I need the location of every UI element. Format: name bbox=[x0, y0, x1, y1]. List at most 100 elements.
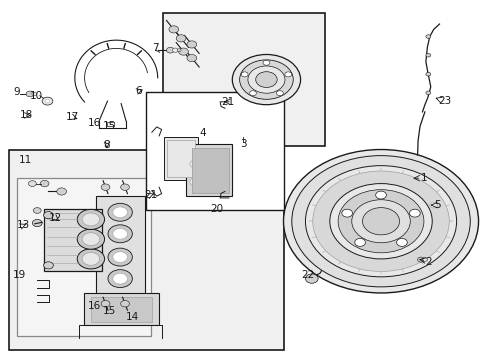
Circle shape bbox=[40, 180, 49, 187]
Circle shape bbox=[337, 190, 423, 253]
Text: 2: 2 bbox=[425, 257, 431, 267]
Circle shape bbox=[108, 248, 132, 266]
Circle shape bbox=[177, 49, 181, 51]
Bar bbox=[167, 140, 194, 177]
Circle shape bbox=[57, 188, 66, 195]
Circle shape bbox=[77, 229, 104, 249]
Circle shape bbox=[305, 166, 456, 277]
Circle shape bbox=[375, 191, 386, 199]
Circle shape bbox=[33, 208, 41, 213]
Text: 12: 12 bbox=[49, 213, 62, 223]
Bar bbox=[17, 178, 151, 336]
Text: 11: 11 bbox=[19, 155, 32, 165]
Text: 15: 15 bbox=[102, 306, 115, 316]
Circle shape bbox=[417, 257, 424, 262]
Circle shape bbox=[166, 47, 174, 53]
Text: 6: 6 bbox=[135, 86, 142, 96]
Circle shape bbox=[113, 207, 127, 218]
Circle shape bbox=[101, 301, 110, 307]
Circle shape bbox=[168, 26, 178, 33]
Circle shape bbox=[178, 48, 188, 55]
Text: 18: 18 bbox=[20, 111, 33, 121]
Circle shape bbox=[113, 273, 127, 284]
Bar bbox=[91, 297, 152, 321]
Circle shape bbox=[255, 72, 277, 87]
Circle shape bbox=[422, 258, 427, 261]
Text: 16: 16 bbox=[87, 301, 101, 311]
Text: 5: 5 bbox=[433, 200, 440, 210]
Circle shape bbox=[291, 156, 469, 287]
Circle shape bbox=[408, 209, 419, 217]
Text: 21: 21 bbox=[143, 190, 157, 200]
Circle shape bbox=[101, 184, 110, 190]
Circle shape bbox=[362, 208, 399, 235]
Circle shape bbox=[176, 35, 185, 42]
Circle shape bbox=[425, 72, 430, 76]
Circle shape bbox=[28, 181, 36, 186]
Text: 19: 19 bbox=[13, 270, 26, 280]
Bar bbox=[9, 149, 284, 350]
Text: 16: 16 bbox=[87, 118, 101, 128]
Text: 23: 23 bbox=[437, 96, 450, 106]
Circle shape bbox=[113, 252, 127, 262]
Text: 15: 15 bbox=[102, 121, 115, 131]
Text: 13: 13 bbox=[17, 220, 30, 230]
Circle shape bbox=[82, 233, 100, 246]
Bar bbox=[83, 293, 159, 325]
Circle shape bbox=[429, 202, 437, 208]
Text: 14: 14 bbox=[125, 312, 139, 322]
Circle shape bbox=[276, 91, 283, 96]
Circle shape bbox=[82, 213, 100, 226]
Circle shape bbox=[45, 99, 50, 103]
Bar bbox=[146, 92, 284, 211]
Circle shape bbox=[426, 200, 440, 210]
Circle shape bbox=[108, 203, 132, 221]
Circle shape bbox=[172, 48, 178, 52]
Bar bbox=[106, 122, 114, 126]
Circle shape bbox=[354, 238, 365, 246]
Text: 1: 1 bbox=[420, 173, 427, 183]
Circle shape bbox=[232, 54, 300, 105]
Circle shape bbox=[108, 225, 132, 243]
Circle shape bbox=[186, 41, 196, 48]
Circle shape bbox=[425, 35, 430, 39]
Circle shape bbox=[239, 60, 293, 99]
Circle shape bbox=[305, 274, 318, 283]
Circle shape bbox=[263, 60, 269, 65]
Text: 3: 3 bbox=[239, 139, 246, 149]
Text: 20: 20 bbox=[210, 204, 223, 215]
Circle shape bbox=[77, 210, 104, 229]
Circle shape bbox=[42, 97, 53, 105]
Circle shape bbox=[284, 72, 291, 77]
Bar bbox=[192, 148, 228, 193]
Text: 8: 8 bbox=[103, 140, 110, 150]
Bar bbox=[163, 137, 198, 180]
Bar bbox=[162, 13, 325, 146]
Circle shape bbox=[82, 252, 100, 265]
Circle shape bbox=[32, 92, 37, 96]
Text: 4: 4 bbox=[199, 128, 206, 138]
Circle shape bbox=[329, 184, 431, 259]
Circle shape bbox=[26, 91, 34, 97]
Circle shape bbox=[32, 220, 42, 226]
Text: 17: 17 bbox=[66, 112, 80, 122]
Circle shape bbox=[312, 171, 448, 271]
Circle shape bbox=[247, 66, 285, 93]
Text: 9: 9 bbox=[14, 87, 20, 97]
Circle shape bbox=[189, 177, 201, 186]
Bar bbox=[43, 209, 102, 271]
Circle shape bbox=[113, 228, 127, 239]
Circle shape bbox=[241, 72, 247, 77]
Text: 7: 7 bbox=[152, 43, 159, 53]
Circle shape bbox=[186, 54, 196, 62]
Circle shape bbox=[396, 238, 407, 246]
Circle shape bbox=[121, 301, 129, 307]
Circle shape bbox=[121, 184, 129, 190]
Text: 21: 21 bbox=[221, 97, 234, 107]
Circle shape bbox=[341, 209, 352, 217]
Circle shape bbox=[189, 159, 201, 168]
Text: 22: 22 bbox=[301, 270, 314, 280]
Circle shape bbox=[425, 53, 430, 57]
Circle shape bbox=[283, 149, 478, 293]
Circle shape bbox=[425, 91, 430, 95]
